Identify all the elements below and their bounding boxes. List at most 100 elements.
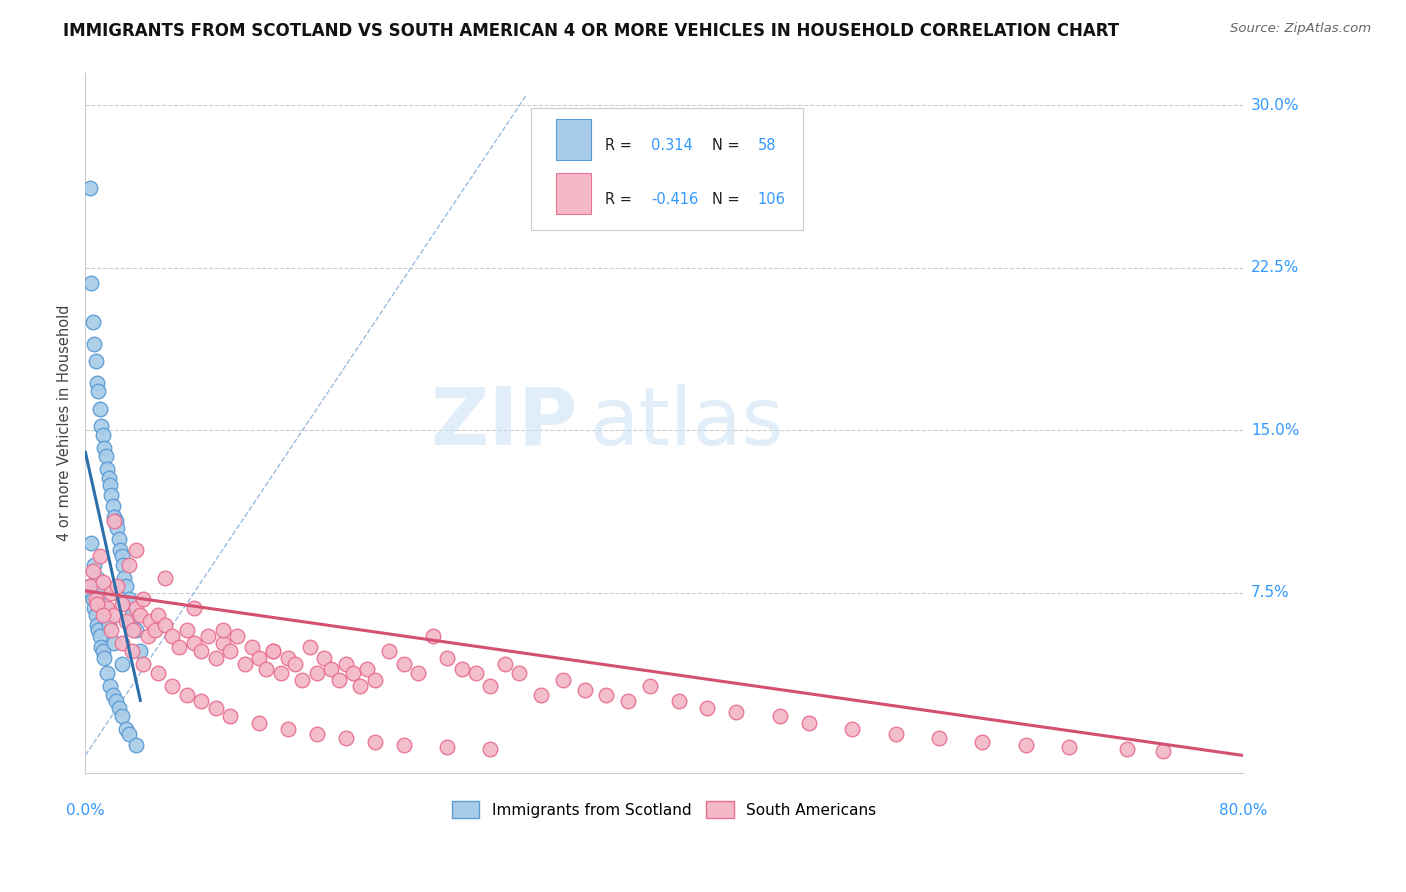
Point [277, 651, 299, 665]
Point [121, 644, 143, 658]
Point [79, 579, 101, 593]
Text: 15.0%: 15.0% [1251, 423, 1299, 438]
Point [392, 657, 415, 672]
Y-axis label: 4 or more Vehicles in Household: 4 or more Vehicles in Household [58, 304, 72, 541]
Point [305, 666, 328, 681]
Point [204, 700, 226, 714]
Point [89, 586, 111, 600]
Point [928, 731, 950, 745]
Text: N =: N = [711, 192, 740, 207]
Point [574, 683, 596, 698]
Point [125, 738, 148, 752]
Point [90, 419, 112, 434]
Point [160, 629, 183, 643]
Point [254, 662, 277, 676]
Text: Source: ZipAtlas.com: Source: ZipAtlas.com [1230, 22, 1371, 36]
Point [797, 715, 820, 730]
Point [406, 666, 429, 681]
Text: R =: R = [605, 138, 631, 153]
Point [107, 700, 129, 714]
Point [125, 623, 148, 637]
Point [93, 651, 115, 665]
Point [551, 673, 574, 687]
Point [125, 601, 148, 615]
Point [364, 673, 387, 687]
FancyBboxPatch shape [557, 119, 591, 160]
Point [436, 739, 458, 754]
Point [122, 623, 145, 637]
Point [110, 549, 132, 563]
Point [82, 592, 104, 607]
Point [129, 607, 152, 622]
Point [160, 679, 183, 693]
Point [169, 640, 191, 654]
Point [103, 607, 125, 622]
Point [197, 629, 219, 643]
Point [82, 315, 104, 329]
Point [91, 575, 114, 590]
Point [972, 735, 994, 749]
FancyBboxPatch shape [531, 108, 803, 230]
Point [530, 688, 553, 702]
Point [247, 715, 270, 730]
Point [1057, 739, 1080, 754]
Point [270, 666, 292, 681]
Text: atlas: atlas [589, 384, 783, 462]
Point [176, 688, 198, 702]
Point [378, 644, 401, 658]
Text: 80.0%: 80.0% [1219, 804, 1267, 818]
Point [89, 549, 111, 563]
FancyBboxPatch shape [557, 173, 591, 214]
Point [314, 651, 336, 665]
Point [104, 515, 127, 529]
Point [118, 727, 141, 741]
Point [335, 731, 357, 745]
Text: 0.314: 0.314 [651, 138, 693, 153]
Point [89, 401, 111, 416]
Point [262, 644, 284, 658]
Text: R =: R = [605, 192, 631, 207]
Point [139, 614, 162, 628]
Point [190, 644, 212, 658]
Point [84, 607, 107, 622]
Point [190, 694, 212, 708]
Point [105, 521, 128, 535]
Point [121, 607, 143, 622]
Point [114, 571, 136, 585]
Point [80, 276, 103, 290]
Point [769, 709, 792, 723]
Point [342, 666, 364, 681]
Point [219, 709, 242, 723]
Text: 30.0%: 30.0% [1251, 98, 1299, 113]
Text: -0.416: -0.416 [651, 192, 699, 207]
Point [86, 571, 108, 585]
Point [494, 657, 516, 672]
Point [103, 510, 125, 524]
Point [204, 651, 226, 665]
Point [298, 640, 321, 654]
Point [94, 450, 117, 464]
Point [1116, 742, 1139, 756]
Point [103, 515, 125, 529]
Point [240, 640, 263, 654]
Point [101, 500, 124, 514]
Point [450, 662, 472, 676]
Point [262, 644, 284, 658]
Point [356, 662, 378, 676]
Point [86, 597, 108, 611]
Point [86, 618, 108, 632]
Text: 0.0%: 0.0% [66, 804, 105, 818]
Point [146, 607, 169, 622]
Point [176, 623, 198, 637]
Point [98, 679, 121, 693]
Point [115, 579, 138, 593]
Point [101, 688, 124, 702]
Point [479, 742, 502, 756]
Point [83, 558, 105, 572]
Text: 7.5%: 7.5% [1251, 585, 1289, 600]
Point [595, 688, 617, 702]
Point [436, 651, 458, 665]
Point [349, 679, 371, 693]
Point [105, 579, 128, 593]
Point [132, 592, 155, 607]
